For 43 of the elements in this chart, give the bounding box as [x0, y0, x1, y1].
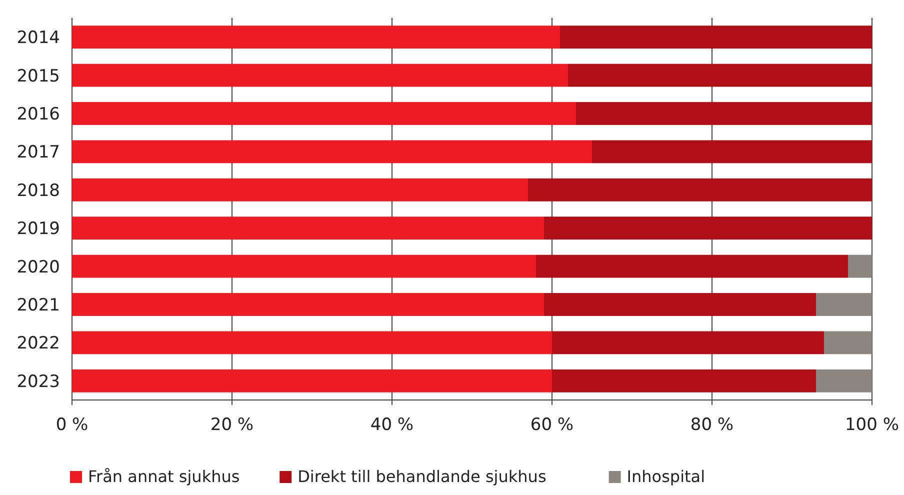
- y-tick-label: 2023: [16, 372, 60, 392]
- x-tick-label: 20 %: [210, 415, 254, 435]
- x-tick-label: 80 %: [690, 415, 734, 435]
- bar: [72, 216, 544, 240]
- bar: [544, 216, 872, 240]
- x-tick-label: 100 %: [844, 415, 900, 435]
- y-tick-label: 2022: [16, 334, 60, 354]
- bar: [72, 331, 552, 354]
- bar: [72, 369, 552, 392]
- bar: [72, 102, 576, 125]
- bar: [72, 293, 544, 316]
- x-tick-label: 60 %: [530, 415, 574, 435]
- bar: [72, 254, 536, 278]
- y-tick-label: 2015: [16, 66, 60, 86]
- bar: [592, 140, 872, 164]
- legend-label: Direkt till behandlande sjukhus: [298, 467, 546, 486]
- bar: [576, 102, 872, 125]
- y-tick-label: 2021: [16, 295, 60, 316]
- bar: [552, 331, 824, 354]
- x-tick-label: 0 %: [56, 415, 88, 435]
- bar: [544, 293, 816, 316]
- bar: [824, 331, 872, 354]
- bar: [72, 26, 560, 49]
- bar: [816, 369, 872, 392]
- bar: [552, 369, 816, 392]
- x-tick-label: 40 %: [370, 415, 414, 435]
- y-tick-label: 2019: [16, 219, 60, 240]
- bar: [536, 254, 848, 278]
- y-tick-label: 2017: [16, 142, 60, 163]
- bar: [816, 293, 872, 316]
- bar: [568, 64, 872, 87]
- legend-label: Från annat sjukhus: [88, 467, 240, 486]
- y-tick-label: 2014: [16, 28, 60, 48]
- bar: [528, 178, 872, 202]
- legend-label: Inhospital: [626, 467, 706, 486]
- bar: [848, 254, 872, 278]
- bar: [560, 26, 872, 49]
- bar: [72, 140, 592, 164]
- bar: [72, 64, 568, 87]
- y-tick-label: 2016: [16, 104, 60, 124]
- y-tick-label: 2018: [16, 180, 60, 201]
- bar: [72, 178, 528, 202]
- y-tick-label: 2020: [16, 257, 60, 278]
